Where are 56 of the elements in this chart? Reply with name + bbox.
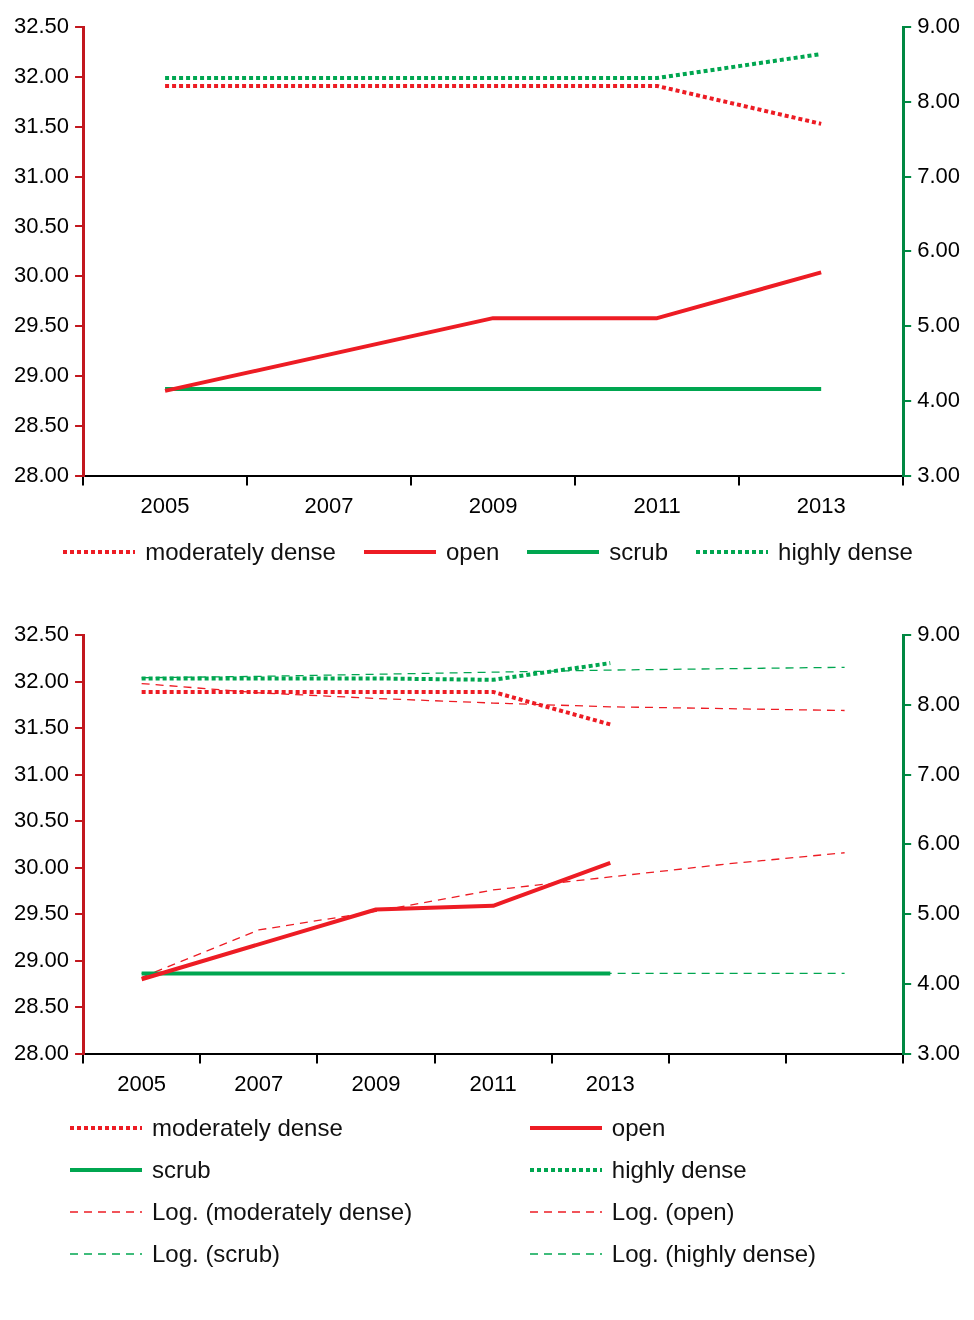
legend-label: Log. (highly dense): [611, 1240, 816, 1268]
y-tick-label: 31.00: [13, 760, 70, 786]
legend-label: open: [445, 538, 500, 566]
y-tick-label: 32.50: [13, 13, 70, 39]
legend-label: open: [611, 1114, 666, 1142]
y-tick-label: 29.00: [13, 362, 70, 388]
x-tick-label: 2005: [140, 492, 190, 518]
y-tick-label: 28.00: [13, 461, 70, 487]
y2-tick-label: 8.00: [917, 691, 961, 716]
y2-tick-label: 7.00: [917, 162, 961, 188]
y-tick-label: 28.00: [13, 1039, 70, 1065]
y-tick-label: 31.50: [13, 714, 70, 740]
y2-tick-label: 4.00: [917, 969, 961, 995]
y-tick-label: 30.50: [13, 212, 70, 238]
legend-label: Log. (open): [611, 1198, 735, 1226]
legend-label: moderately dense: [145, 538, 336, 566]
x-tick-label: 2013: [796, 492, 846, 518]
y-tick-label: 28.50: [13, 411, 70, 437]
y2-tick-label: 6.00: [917, 237, 961, 263]
y-tick-label: 32.00: [13, 667, 70, 693]
y-tick-label: 32.50: [13, 621, 70, 647]
y-tick-label: 28.50: [13, 993, 70, 1019]
legend-label: moderately dense: [152, 1114, 343, 1142]
y-tick-label: 31.50: [13, 112, 70, 138]
y-tick-label: 30.50: [13, 807, 70, 833]
y2-tick-label: 5.00: [917, 900, 961, 926]
x-tick-label: 2007: [304, 492, 354, 518]
y2-tick-label: 5.00: [917, 312, 961, 338]
y-tick-label: 29.00: [13, 946, 70, 972]
x-tick-label: 2007: [234, 1070, 284, 1096]
y2-tick-label: 9.00: [917, 621, 961, 647]
x-tick-label: 2011: [633, 492, 681, 518]
y2-tick-label: 9.00: [917, 13, 961, 39]
x-tick-label: 2009: [351, 1070, 401, 1096]
legend-label: scrub: [609, 538, 669, 566]
x-tick-label: 2005: [117, 1070, 167, 1096]
y2-tick-label: 4.00: [917, 386, 961, 412]
x-tick-label: 2011: [469, 1070, 517, 1096]
y-tick-label: 29.50: [13, 900, 70, 926]
x-tick-label: 2009: [468, 492, 518, 518]
y-tick-label: 31.00: [13, 162, 70, 188]
legend-label: Log. (moderately dense): [152, 1198, 413, 1226]
legend-label: scrub: [152, 1156, 211, 1184]
x-tick-label: 2013: [585, 1070, 635, 1096]
y2-tick-label: 6.00: [917, 830, 961, 856]
y-tick-label: 30.00: [13, 262, 70, 288]
legend-label: Log. (scrub): [152, 1240, 281, 1268]
legend-label: highly dense: [778, 538, 913, 566]
y2-tick-label: 8.00: [917, 88, 961, 113]
legend-label: highly dense: [611, 1156, 747, 1184]
y2-tick-label: 3.00: [917, 1039, 961, 1065]
y-tick-label: 32.00: [13, 63, 70, 89]
y-tick-label: 30.00: [13, 853, 70, 879]
y2-tick-label: 7.00: [917, 760, 961, 786]
y-tick-label: 29.50: [13, 312, 70, 338]
y2-tick-label: 3.00: [917, 461, 961, 487]
